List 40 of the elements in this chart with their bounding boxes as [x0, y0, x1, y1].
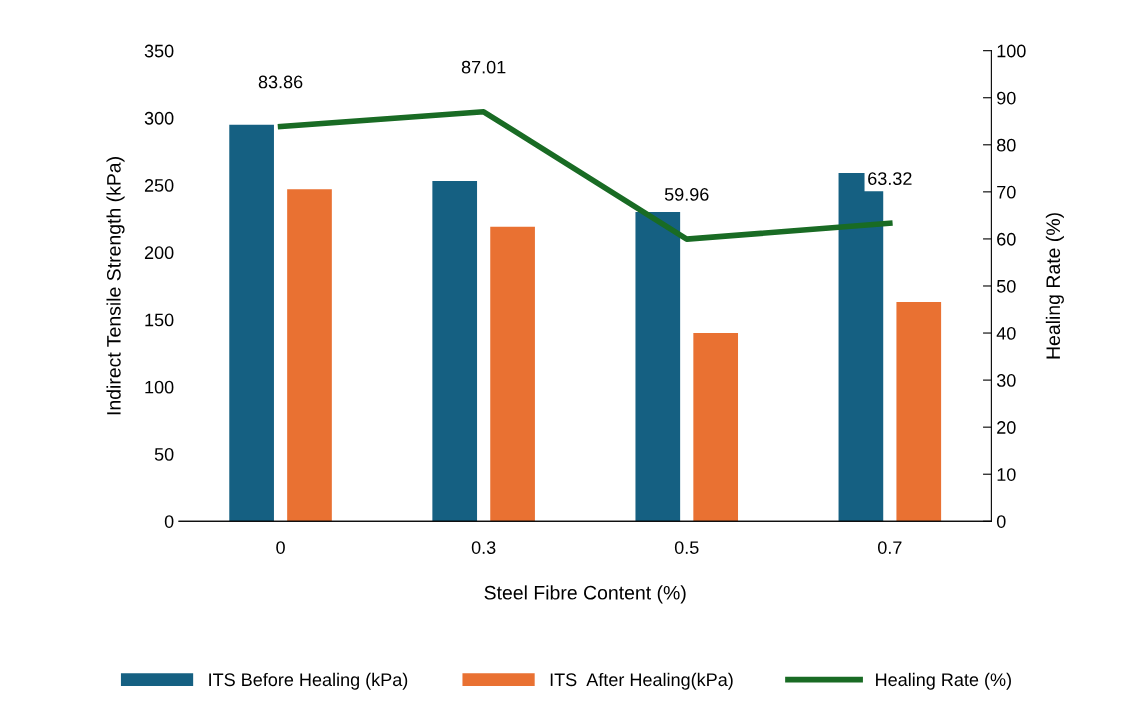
y2-tick-label: 50 [996, 279, 1016, 293]
y2-axis-title: Healing Rate (%) [1045, 213, 1064, 359]
y-tick-label: 100 [145, 380, 174, 394]
y2-tick-label: 80 [997, 138, 1016, 152]
data-label: 63.32 [868, 172, 912, 186]
bar [896, 302, 942, 522]
data-label: 87.01 [461, 60, 506, 74]
y2-tick-label: 30 [996, 374, 1016, 387]
x-tick-label: 0.5 [674, 541, 699, 554]
bar [693, 333, 739, 522]
y2-tick-label: 0 [996, 515, 1006, 528]
x-tick-label: 0.7 [877, 541, 902, 554]
y2-tick-label: 60 [997, 232, 1016, 246]
data-label: 83.86 [258, 75, 303, 89]
bar [432, 181, 478, 522]
y2-tick-label: 40 [996, 326, 1016, 340]
y-tick-label: 150 [145, 313, 174, 327]
data-label: 59.96 [664, 188, 709, 201]
y2-tick-label: 70 [997, 185, 1016, 199]
bar [229, 124, 274, 522]
legend-label: Healing Rate (%) [876, 672, 1011, 690]
x-tick-label: 0 [276, 541, 285, 554]
y-tick-label: 300 [144, 111, 174, 125]
bar [635, 212, 681, 522]
x-tick-label: 0.3 [471, 541, 496, 554]
x-axis-title: Steel Fibre Content (%) [484, 585, 686, 604]
bar [490, 226, 535, 522]
bar [287, 189, 332, 522]
y-axis-title: Indirect Tensile Strength (kPa) [106, 157, 125, 415]
y2-tick-label: 10 [997, 468, 1016, 481]
y2-tick-label: 90 [997, 91, 1016, 105]
legend-label: ITS Before Healing (kPa) [209, 672, 408, 690]
y-tick-label: 200 [144, 246, 174, 260]
y-tick-label: 250 [144, 179, 174, 192]
y-tick-label: 350 [144, 44, 174, 58]
y2-tick-label: 20 [997, 421, 1016, 434]
y-tick-label: 50 [154, 447, 174, 461]
legend-label: ITS After Healing(kPa) [550, 672, 733, 690]
y-tick-label: 0 [164, 515, 174, 528]
y2-tick-label: 100 [997, 44, 1026, 58]
